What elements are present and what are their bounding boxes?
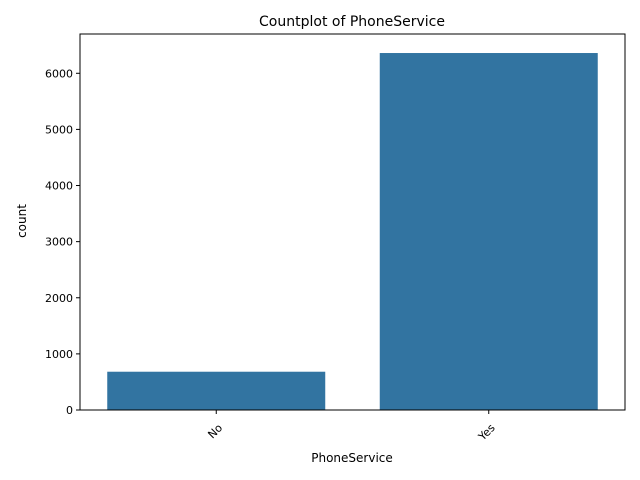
y-tick-label: 1000: [45, 348, 73, 361]
x-tick-label-no: No: [205, 421, 225, 441]
y-tick-label: 3000: [45, 236, 73, 249]
y-tick-label: 0: [66, 404, 73, 417]
axes-frame: [79, 33, 626, 411]
y-tick-label: 4000: [45, 180, 73, 193]
y-axis-label: count: [15, 204, 29, 238]
bar-no: [107, 371, 326, 410]
chart-title: Countplot of PhoneService: [259, 14, 445, 30]
x-axis-label: PhoneService: [311, 451, 393, 465]
y-axis: 0 1000 2000 3000 4000 5000 6000: [45, 67, 80, 417]
x-axis: No Yes: [205, 410, 498, 444]
y-tick-label: 2000: [45, 292, 73, 305]
y-tick-label: 5000: [45, 123, 73, 136]
y-tick-label: 6000: [45, 67, 73, 80]
x-tick-label-yes: Yes: [475, 421, 498, 444]
bars-layer: [107, 53, 598, 411]
bar-yes: [379, 53, 598, 411]
plot-frame: [79, 33, 626, 411]
